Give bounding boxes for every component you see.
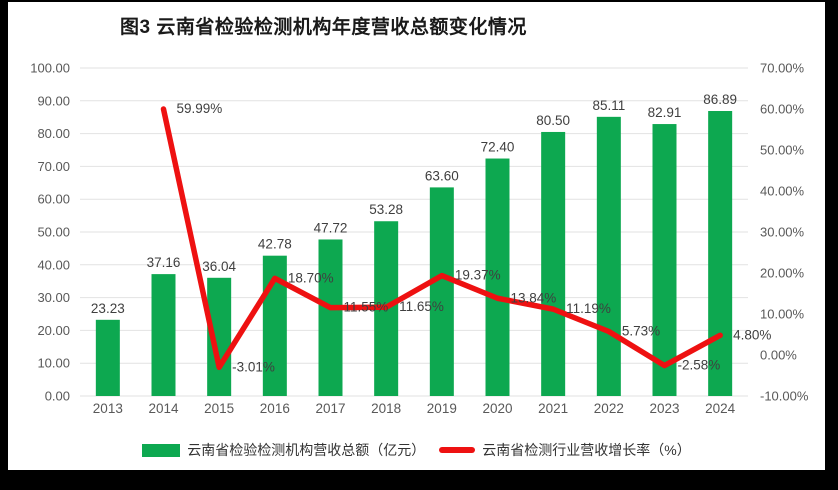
y-axis-right-ticks: 70.00% 60.00% 50.00% 40.00% 30.00% 20.00% 10.0… — [760, 61, 809, 404]
svg-text:11.55%: 11.55% — [344, 300, 389, 315]
svg-text:60.00%: 60.00% — [760, 102, 805, 117]
svg-text:53.28: 53.28 — [369, 202, 403, 217]
svg-text:85.11: 85.11 — [592, 98, 625, 113]
svg-text:18.70%: 18.70% — [288, 270, 334, 285]
svg-text:-3.01%: -3.01% — [232, 359, 275, 374]
svg-text:5.73%: 5.73% — [622, 324, 660, 339]
svg-text:42.78: 42.78 — [258, 237, 292, 252]
svg-text:59.99%: 59.99% — [177, 101, 223, 116]
bar-2024 — [708, 111, 733, 397]
svg-text:70.00: 70.00 — [37, 159, 70, 174]
revenue-bars — [95, 111, 733, 397]
bar-2014 — [151, 274, 176, 396]
svg-text:2018: 2018 — [371, 401, 401, 416]
svg-text:80.00: 80.00 — [37, 126, 70, 141]
svg-text:50.00: 50.00 — [37, 225, 70, 240]
growth-line — [160, 106, 723, 371]
bar-2013 — [95, 319, 120, 396]
bar-2019 — [429, 187, 454, 396]
svg-text:4.80%: 4.80% — [733, 327, 771, 342]
svg-text:0.00: 0.00 — [45, 389, 70, 404]
chart-canvas: 100.00 90.00 80.00 70.00 60.00 50.00 40.00 30.0… — [30, 61, 809, 417]
svg-text:100.00: 100.00 — [30, 61, 70, 76]
svg-text:30.00%: 30.00% — [760, 225, 805, 240]
svg-text:2016: 2016 — [260, 401, 290, 416]
svg-text:80.50: 80.50 — [536, 113, 570, 128]
legend-item-revenue: 云南省检验检测机构营收总额（亿元） — [142, 440, 425, 460]
x-axis-labels: 2013 2014 2015 2016 2017 2018 2019 2020 2021 2022… — [93, 401, 736, 416]
legend-bar-swatch-icon — [142, 443, 181, 457]
bar-2017 — [318, 239, 343, 396]
svg-text:40.00%: 40.00% — [760, 184, 805, 199]
svg-text:37.16: 37.16 — [147, 255, 181, 270]
bar-value-labels: 23.23 37.16 36.04 42.78 47.72 53.28 63.60 72.40… — [91, 92, 737, 316]
svg-text:11.19%: 11.19% — [566, 301, 611, 316]
svg-text:20.00: 20.00 — [37, 323, 70, 338]
svg-text:10.00: 10.00 — [37, 356, 70, 371]
svg-text:2020: 2020 — [482, 401, 512, 416]
svg-text:10.00%: 10.00% — [760, 307, 805, 322]
svg-text:30.00: 30.00 — [37, 290, 70, 305]
svg-text:2015: 2015 — [204, 401, 234, 416]
svg-text:90.00: 90.00 — [37, 93, 70, 108]
svg-text:40.00: 40.00 — [37, 257, 70, 272]
svg-text:72.40: 72.40 — [481, 140, 515, 155]
svg-text:2019: 2019 — [427, 401, 457, 416]
legend: 云南省检验检测机构营收总额（亿元） 云南省检测行业营收增长率（%） — [8, 440, 825, 460]
bar-2022 — [596, 116, 621, 396]
svg-text:2021: 2021 — [538, 401, 568, 416]
bar-2020 — [485, 158, 510, 396]
svg-text:2024: 2024 — [705, 401, 736, 416]
chart-title: 图3 云南省检验检测机构年度营收总额变化情况 — [120, 17, 527, 38]
legend-line-label: 云南省检测行业营收增长率（%） — [482, 442, 691, 458]
growth-point-labels: 59.99% -3.01% 18.70% 11.55% 11.65% 19.37% 13.8… — [177, 101, 772, 374]
svg-text:60.00: 60.00 — [37, 192, 70, 207]
legend-line-swatch-icon — [439, 447, 476, 453]
svg-text:11.65%: 11.65% — [399, 299, 444, 314]
svg-text:70.00%: 70.00% — [760, 61, 805, 76]
svg-text:50.00%: 50.00% — [760, 143, 805, 158]
svg-text:86.89: 86.89 — [703, 92, 737, 107]
svg-text:47.72: 47.72 — [314, 220, 348, 235]
y-axis-left-ticks: 100.00 90.00 80.00 70.00 60.00 50.00 40.00 30.0… — [30, 61, 70, 404]
chart-card: 图3 云南省检验检测机构年度营收总额变化情况 100.00 90.00 80.00 7… — [8, 2, 825, 470]
svg-text:20.00%: 20.00% — [760, 266, 805, 281]
legend-bar-label: 云南省检验检测机构营收总额（亿元） — [187, 442, 426, 458]
svg-text:2013: 2013 — [93, 401, 123, 416]
svg-text:0.00%: 0.00% — [760, 348, 797, 363]
gridlines — [80, 67, 748, 397]
bar-2021 — [541, 131, 566, 396]
legend-item-growth: 云南省检测行业营收增长率（%） — [439, 440, 691, 460]
svg-text:-2.58%: -2.58% — [678, 358, 721, 373]
svg-text:13.84%: 13.84% — [511, 290, 557, 305]
svg-text:2017: 2017 — [315, 401, 345, 416]
svg-text:63.60: 63.60 — [425, 168, 459, 183]
svg-text:23.23: 23.23 — [91, 301, 125, 316]
bar-2023 — [652, 124, 677, 396]
svg-text:36.04: 36.04 — [202, 259, 236, 274]
svg-text:19.37%: 19.37% — [455, 268, 501, 283]
svg-text:82.91: 82.91 — [648, 105, 682, 120]
svg-text:2023: 2023 — [649, 401, 679, 416]
svg-text:2022: 2022 — [594, 401, 624, 416]
svg-text:2014: 2014 — [148, 401, 179, 416]
svg-text:-10.00%: -10.00% — [760, 389, 809, 404]
